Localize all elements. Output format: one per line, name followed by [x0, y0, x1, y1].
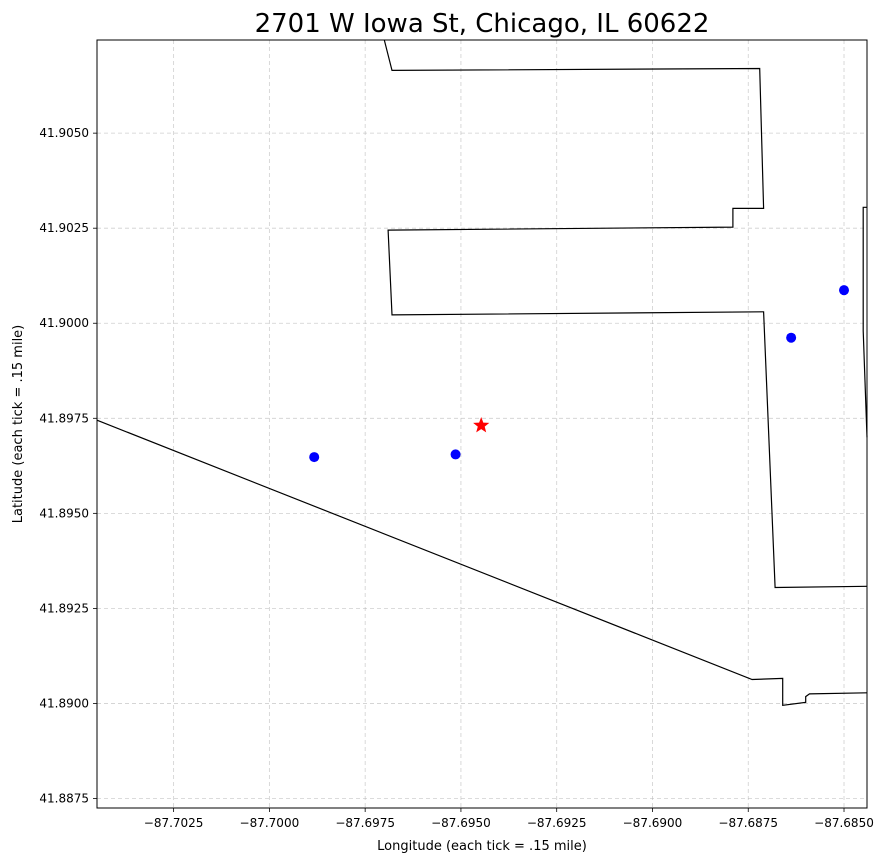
marker-layer: [309, 285, 850, 463]
y-tick-label-0: 41.8875: [39, 791, 89, 805]
x-tick-label-4: −87.6925: [527, 816, 587, 830]
y-tick-label-4: 41.8975: [39, 411, 89, 425]
x-tick-label-1: −87.7000: [240, 816, 300, 830]
target-star-marker: [473, 417, 490, 433]
grid-lines: [97, 40, 867, 808]
location-point-2: [786, 332, 797, 343]
map-title: 2701 W Iowa St, Chicago, IL 60622: [255, 9, 710, 39]
y-tick-label-2: 41.8925: [39, 601, 89, 615]
x-axis: −87.7025 −87.7000 −87.6975 −87.6950 −87.6925…: [144, 808, 874, 830]
x-axis-label: Longitude (each tick = .15 mile): [377, 839, 587, 854]
x-tick-label-7: −87.6850: [814, 816, 874, 830]
boundary-diagonal-boundary: [96, 419, 868, 706]
x-tick-label-0: −87.7025: [144, 816, 204, 830]
boundary-north-block: [383, 39, 868, 589]
x-tick-label-3: −87.6950: [431, 816, 491, 830]
x-tick-label-2: −87.6975: [335, 816, 395, 830]
location-point-3: [839, 285, 850, 296]
location-point-1: [450, 449, 461, 460]
y-tick-label-5: 41.9000: [39, 316, 89, 330]
y-tick-label-7: 41.9050: [39, 126, 89, 140]
location-point-0: [309, 452, 320, 463]
x-tick-label-5: −87.6900: [623, 816, 683, 830]
x-tick-label-6: −87.6875: [718, 816, 778, 830]
y-tick-label-1: 41.8900: [39, 696, 89, 710]
y-axis: 41.8875 41.8900 41.8925 41.8950 41.8975 41.90…: [39, 126, 97, 805]
boundary-layer: [96, 39, 868, 706]
y-tick-label-6: 41.9025: [39, 221, 89, 235]
boundary-east-edge: [862, 206, 868, 438]
y-tick-label-3: 41.8950: [39, 506, 89, 520]
y-axis-label: Latitude (each tick = .15 mile): [11, 325, 26, 524]
